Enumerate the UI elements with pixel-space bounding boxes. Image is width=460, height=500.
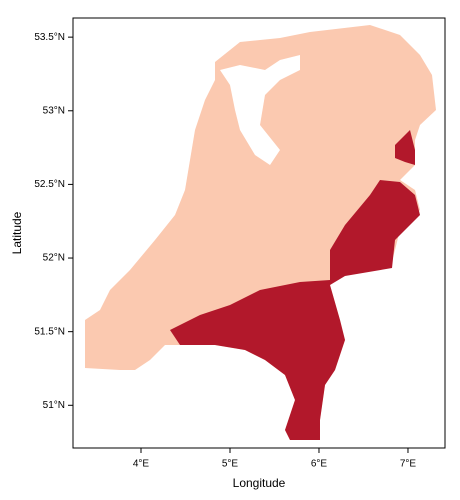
region-dark [395, 130, 415, 165]
y-tick-label: 52.5°N [34, 179, 65, 190]
x-tick-label: 6°E [311, 459, 328, 470]
region-dark [170, 180, 420, 440]
water [220, 55, 300, 165]
x-tick-label: 7°E [400, 459, 417, 470]
region-light [85, 25, 436, 440]
y-tick-label: 53.5°N [34, 32, 65, 43]
x-axis-label: Longitude [233, 476, 286, 490]
y-axis-label: Latitude [10, 211, 24, 254]
plot-frame [72, 17, 446, 449]
x-tick-label: 5°E [222, 459, 239, 470]
y-tick-label: 51.5°N [34, 326, 65, 337]
y-tick-label: 53°N [43, 105, 65, 116]
x-tick-label: 4°E [133, 459, 150, 470]
y-tick-label: 52°N [43, 253, 65, 264]
land [85, 25, 436, 440]
y-tick-label: 51°N [43, 400, 65, 411]
